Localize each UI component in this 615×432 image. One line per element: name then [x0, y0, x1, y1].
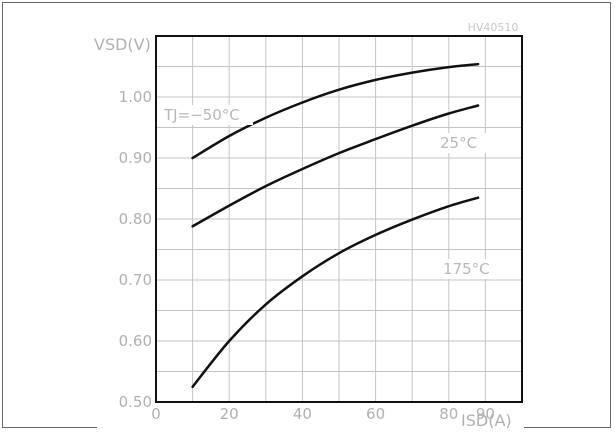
- y-tick-label: 1.00: [119, 88, 152, 106]
- y-tick-label: 0.80: [119, 210, 152, 228]
- series-curve-0: [191, 62, 480, 160]
- y-tick-label: 0.50: [119, 393, 152, 411]
- y-tick-label: 0.70: [119, 271, 152, 289]
- series-curve-1: [191, 104, 480, 228]
- x-axis-label: ISD(A): [461, 411, 512, 430]
- series-label-2: 175°C: [443, 260, 490, 278]
- x-tick-label: 90: [476, 405, 495, 423]
- plot-border: [155, 35, 523, 403]
- x-tick-label: 60: [366, 405, 385, 423]
- series-label-backing: [437, 133, 497, 153]
- x-tick-label: 80: [439, 405, 458, 423]
- series-label-backing: [161, 105, 253, 125]
- series-curve-2: [191, 196, 480, 389]
- series-label-0: TJ=−50°C: [163, 106, 240, 124]
- series-curves: [191, 62, 480, 389]
- series-label-1: 25°C: [440, 134, 477, 152]
- gridlines: [156, 36, 522, 402]
- reference-code: HV40510: [468, 21, 519, 34]
- tick-labels: 0.50 0.60 0.70 0.80 0.90 1.00 0 20 40 60 80 90: [119, 88, 495, 423]
- series-labels: TJ=−50°C 25°C 175°C: [161, 105, 500, 279]
- y-axis-label: VSD(V): [94, 35, 151, 54]
- x-tick-label: 40: [293, 405, 312, 423]
- y-tick-label: 0.60: [119, 332, 152, 350]
- x-tick-label: 0: [151, 405, 161, 423]
- chart-background: [97, 20, 524, 428]
- x-tick-label: 20: [220, 405, 239, 423]
- y-tick-label: 0.90: [119, 149, 152, 167]
- series-label-backing: [440, 259, 500, 279]
